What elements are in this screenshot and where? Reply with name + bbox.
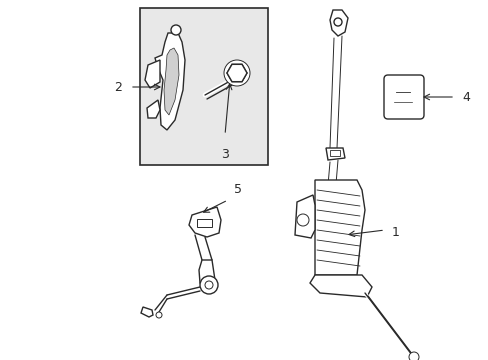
Text: 2: 2 [114,81,122,94]
Polygon shape [199,260,215,287]
Circle shape [296,214,308,226]
Text: 3: 3 [221,148,228,161]
Polygon shape [163,48,179,115]
Circle shape [156,312,162,318]
Text: 1: 1 [391,225,399,239]
Bar [329,150,339,156]
FancyBboxPatch shape [383,75,423,119]
Polygon shape [329,10,347,36]
Circle shape [171,25,181,35]
Circle shape [408,352,418,360]
Polygon shape [147,100,160,118]
Polygon shape [325,148,345,160]
Polygon shape [309,275,371,297]
Bar [197,219,212,227]
Polygon shape [141,307,153,317]
Polygon shape [189,207,221,237]
Polygon shape [226,64,246,82]
Circle shape [200,276,218,294]
Polygon shape [145,60,160,88]
Polygon shape [314,180,364,275]
Polygon shape [226,64,246,82]
Polygon shape [155,33,184,130]
Bar [140,8,267,165]
Circle shape [204,281,213,289]
Text: 5: 5 [234,183,242,196]
Polygon shape [294,195,314,238]
Circle shape [333,18,341,26]
Circle shape [224,60,249,86]
Text: 4: 4 [461,90,469,104]
